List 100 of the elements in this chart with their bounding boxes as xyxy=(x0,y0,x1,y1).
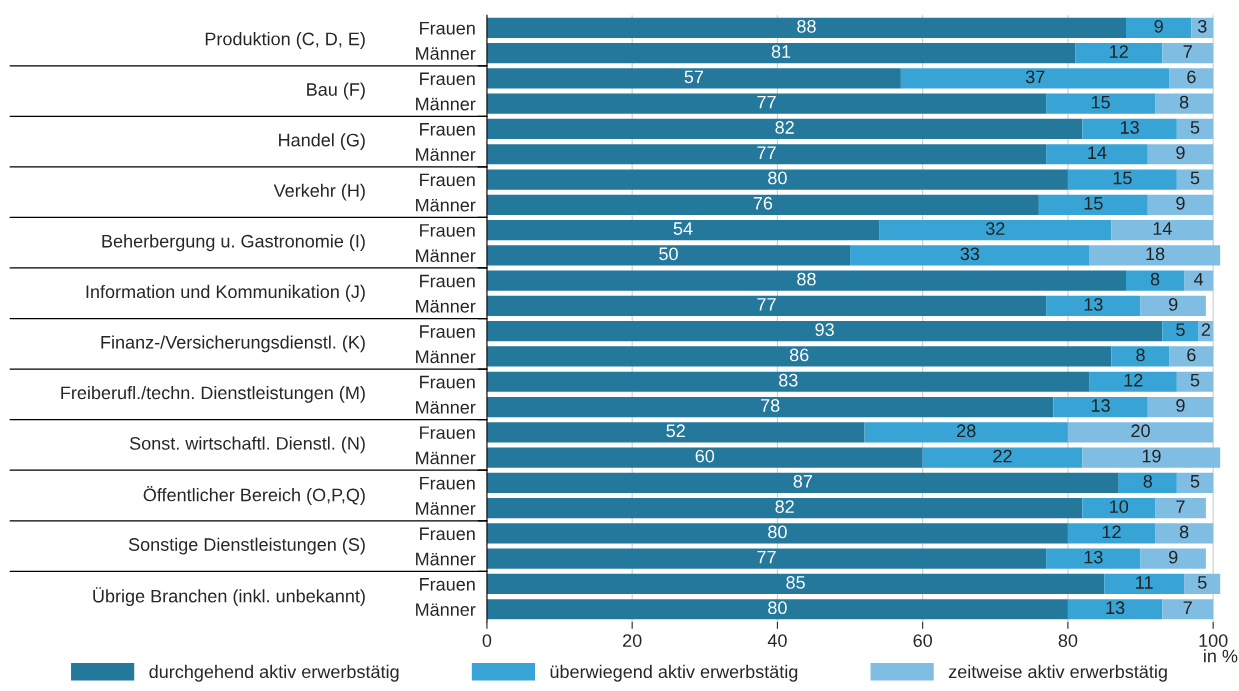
data-label: 3 xyxy=(1197,19,1207,33)
y-tick-label: Frauen xyxy=(420,72,475,86)
data-label: 88 xyxy=(797,19,816,33)
bar xyxy=(486,43,1076,64)
bar xyxy=(1147,194,1214,215)
bar xyxy=(486,548,1047,569)
text: Finanz-/Versicherungsdienstl. (K) xyxy=(101,335,365,353)
data-label: 13 xyxy=(1084,297,1103,311)
data-label: 86 xyxy=(789,348,809,362)
bar xyxy=(486,17,1127,38)
y-tick-label: Frauen xyxy=(420,123,475,136)
data-label: 83 xyxy=(779,373,798,387)
data-label: 80 xyxy=(768,525,787,539)
bar xyxy=(1162,43,1214,64)
data-label: 8 xyxy=(1136,348,1145,362)
bar xyxy=(486,118,1083,140)
y-tick-label: Frauen xyxy=(420,173,475,187)
bar xyxy=(1089,371,1177,392)
data-label: 18 xyxy=(1146,247,1165,261)
data-label: 8 xyxy=(1150,272,1160,286)
x-tick-label: 80 xyxy=(1058,634,1078,647)
x-axis-title: in % xyxy=(1204,649,1238,663)
bar xyxy=(486,321,1163,342)
y-tick-label: Männer xyxy=(416,198,476,212)
data-label: 9 xyxy=(1176,399,1185,412)
data-label: 78 xyxy=(761,399,780,412)
bar xyxy=(486,68,901,89)
data-label: 5 xyxy=(1190,374,1200,387)
legend-label: durchgehend aktiv erwerbstätig xyxy=(149,664,399,682)
bar xyxy=(1162,599,1214,620)
data-label: 14 xyxy=(1088,146,1107,159)
bar xyxy=(1140,295,1206,317)
data-label: 9 xyxy=(1176,196,1185,210)
bar xyxy=(486,295,1047,317)
data-label: 76 xyxy=(753,196,773,210)
bar xyxy=(1104,573,1185,595)
data-label: 19 xyxy=(1142,449,1161,463)
data-label: 54 xyxy=(673,222,693,235)
legend-label: zeitweise aktiv erwerbstätig xyxy=(948,664,1167,682)
data-label: 77 xyxy=(757,298,776,311)
bar xyxy=(1155,93,1214,114)
bar xyxy=(486,219,880,241)
data-label: 15 xyxy=(1113,171,1132,185)
bar xyxy=(1046,144,1148,165)
bar xyxy=(486,371,1090,392)
data-label: 14 xyxy=(1153,222,1172,235)
bar xyxy=(1155,523,1214,544)
bar xyxy=(850,245,1090,266)
text: Sonst. wirtschaftl. Dienstl. (N) xyxy=(129,436,365,454)
text: Verkehr (H) xyxy=(273,183,365,201)
bar xyxy=(1053,396,1148,418)
data-label: 7 xyxy=(1176,500,1185,513)
data-label: 85 xyxy=(786,576,805,589)
data-label: 13 xyxy=(1084,550,1103,564)
bar xyxy=(1126,270,1185,291)
bar xyxy=(1184,270,1214,291)
bar xyxy=(1075,43,1163,64)
data-label: 22 xyxy=(993,449,1012,463)
data-label: 7 xyxy=(1183,45,1192,58)
bar xyxy=(486,523,1068,544)
data-label: 10 xyxy=(1110,500,1129,513)
data-label: 57 xyxy=(684,70,704,84)
bar xyxy=(1082,498,1156,519)
y-tick-label: Frauen xyxy=(420,527,475,541)
bar xyxy=(1089,245,1221,266)
data-label: 11 xyxy=(1136,576,1153,589)
data-label: 93 xyxy=(815,323,834,337)
data-label: 80 xyxy=(768,171,787,185)
bar xyxy=(1169,68,1214,89)
bar xyxy=(486,346,1112,367)
data-label: 8 xyxy=(1179,525,1189,539)
text: Freiberufl./techn. Dienstleistungen (M) xyxy=(61,385,365,403)
x-tick-label: 20 xyxy=(623,634,642,647)
bar xyxy=(486,599,1068,620)
bar xyxy=(1067,422,1214,443)
bar xyxy=(1082,118,1177,140)
text: Öffentlicher Bereich (O,P,Q) xyxy=(143,486,365,505)
text: Sonstige Dienstleistungen (S) xyxy=(128,537,365,555)
data-label: 28 xyxy=(957,424,976,438)
y-tick-label: Männer xyxy=(416,451,476,465)
y-tick-label: Männer xyxy=(416,300,476,313)
bar xyxy=(1155,498,1206,519)
data-label: 9 xyxy=(1154,19,1163,33)
y-tick-label: Männer xyxy=(416,47,476,60)
bar xyxy=(879,219,1112,241)
bar xyxy=(1169,346,1214,367)
text: Handel (G) xyxy=(279,133,365,150)
y-tick-label: Frauen xyxy=(420,21,475,35)
y-tick-label: Männer xyxy=(416,249,476,263)
bar xyxy=(1140,548,1206,569)
y-tick-label: Männer xyxy=(416,502,476,515)
data-label: 13 xyxy=(1120,121,1139,134)
y-tick-label: Frauen xyxy=(420,224,475,237)
data-label: 20 xyxy=(1131,424,1150,438)
y-tick-label: Männer xyxy=(416,97,476,111)
bar xyxy=(1046,548,1141,569)
data-label: 13 xyxy=(1106,601,1125,615)
data-label: 77 xyxy=(757,550,776,564)
data-label: 32 xyxy=(985,222,1005,235)
text: Produktion (C, D, E) xyxy=(205,32,365,49)
